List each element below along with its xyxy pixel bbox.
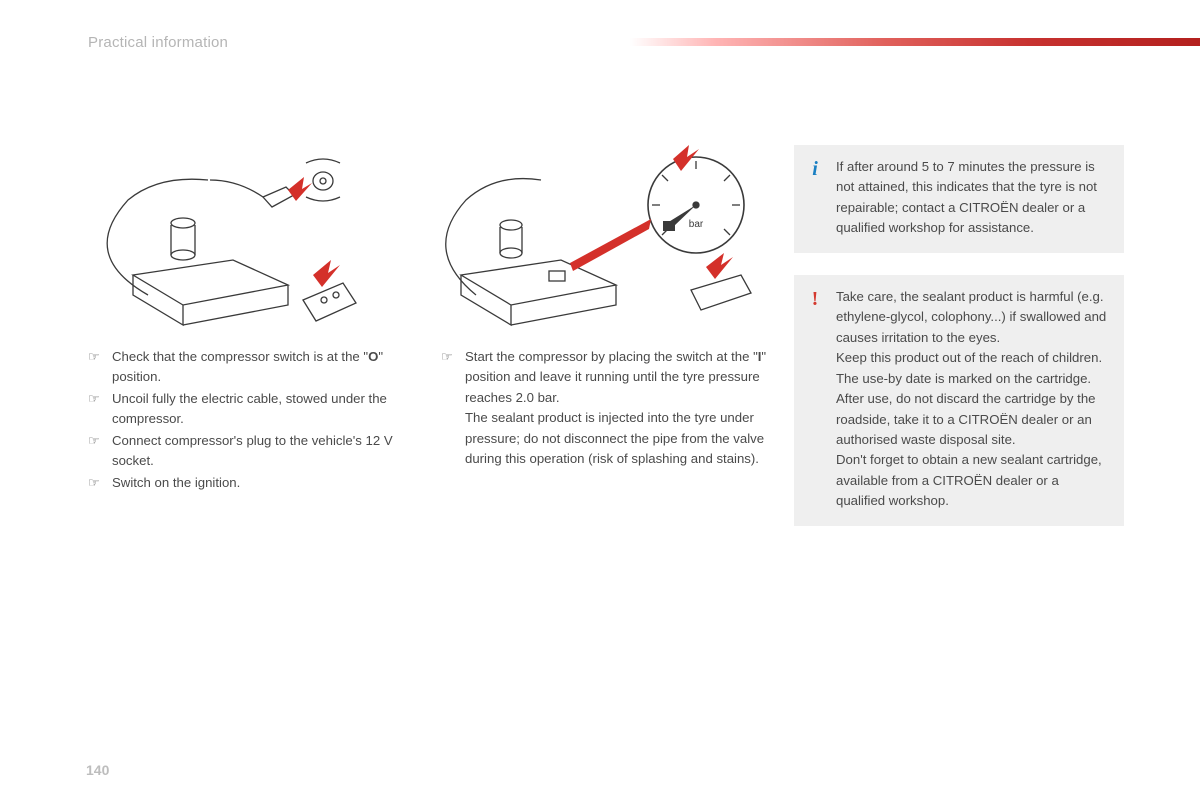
right-column: i If after around 5 to 7 minutes the pre…	[794, 145, 1124, 548]
pointer-icon: ☞	[441, 347, 465, 470]
left-column: ☞ Check that the compressor switch is at…	[88, 145, 423, 548]
step-item: ☞ Start the compressor by placing the sw…	[441, 347, 776, 470]
content-row: ☞ Check that the compressor switch is at…	[88, 145, 1140, 548]
info-icon: i	[806, 159, 824, 179]
left-steps: ☞ Check that the compressor switch is at…	[88, 347, 423, 493]
pointer-icon: ☞	[88, 389, 112, 430]
warning-note-box: ! Take care, the sealant product is harm…	[794, 275, 1124, 526]
step-item: ☞ Check that the compressor switch is at…	[88, 347, 423, 388]
step-tail-text: The sealant product is injected into the…	[465, 410, 764, 466]
section-title: Practical information	[88, 34, 228, 51]
illustration-compressor-gauge: bar	[441, 145, 776, 335]
middle-column: bar ☞ Start the compressor by placing th…	[441, 145, 776, 548]
step-item: ☞ Switch on the ignition.	[88, 473, 423, 493]
middle-steps: ☞ Start the compressor by placing the sw…	[441, 347, 776, 470]
gauge-unit-label: bar	[689, 219, 704, 230]
info-note-text: If after around 5 to 7 minutes the press…	[836, 157, 1108, 239]
pointer-icon: ☞	[88, 347, 112, 388]
step-item: ☞ Connect compressor's plug to the vehic…	[88, 431, 423, 472]
illustration-compressor-plug	[88, 145, 423, 335]
header-gradient-bar	[630, 38, 1200, 46]
warning-note-text: Take care, the sealant product is harmfu…	[836, 287, 1108, 512]
warning-icon: !	[806, 289, 824, 309]
pointer-icon: ☞	[88, 431, 112, 472]
step-item: ☞ Uncoil fully the electric cable, stowe…	[88, 389, 423, 430]
pointer-icon: ☞	[88, 473, 112, 493]
info-note-box: i If after around 5 to 7 minutes the pre…	[794, 145, 1124, 253]
page-number: 140	[86, 762, 109, 778]
